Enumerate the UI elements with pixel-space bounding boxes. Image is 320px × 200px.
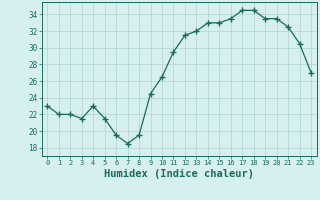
X-axis label: Humidex (Indice chaleur): Humidex (Indice chaleur) <box>104 169 254 179</box>
